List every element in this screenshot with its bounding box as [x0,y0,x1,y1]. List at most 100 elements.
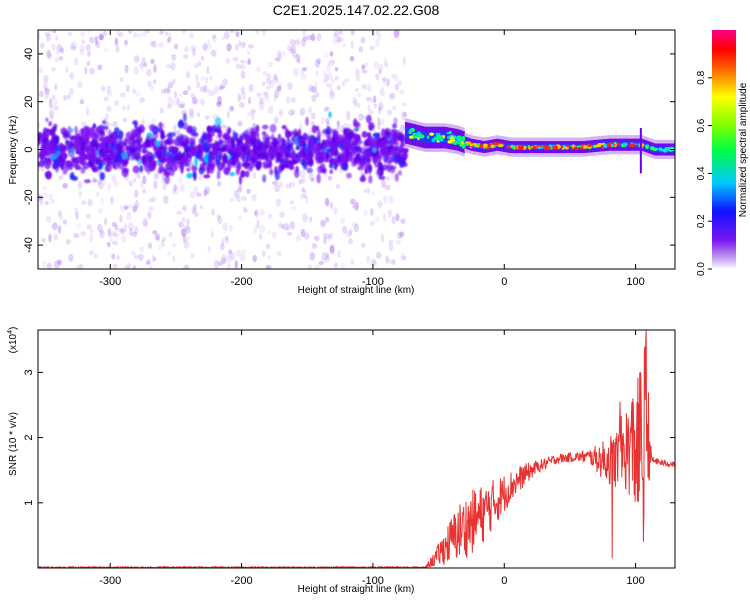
spectrogram-cell [275,76,279,83]
spectrogram-cell [141,155,147,164]
spectrogram-cell [394,173,399,182]
spectrogram-cell [85,213,91,219]
spectrogram-cell [183,225,190,231]
spectrogram-cell [259,209,265,216]
spectrogram-cell [302,161,308,170]
spectrogram-cell [185,72,191,80]
spectrogram-cell [329,169,333,174]
spectrogram-cell [267,105,274,115]
spectrogram-cell [166,37,171,44]
spectrogram-cell [350,30,355,36]
spectrogram-cell [132,32,138,38]
spectrogram-cell [309,35,316,41]
spectrogram-cell [70,45,77,51]
spectrogram-cell [166,104,173,109]
spectrogram-cell [170,99,177,107]
spectrogram-cell [266,230,272,235]
spectrogram-cell [59,47,65,54]
spectrogram-cell [356,93,362,98]
spectrogram-cell [146,120,150,129]
spectrogram-cell [365,96,372,102]
spectrogram-cell [373,61,380,70]
spectrogram-cell [81,200,87,206]
spectrogram-cell [392,123,398,129]
spectrogram-cell [80,96,84,104]
spectrogram-cell [391,73,397,80]
spectrogram-cell [79,100,85,105]
spectrogram-cell [99,129,106,138]
spectrogram-cell [96,191,100,197]
spectrogram-cell [395,212,400,222]
spectrogram-cell [254,225,258,230]
spectrogram-cell [226,254,232,264]
spectrogram-cell [287,45,293,51]
spectrogram-cell [285,96,291,104]
spectrogram-cell [66,94,71,100]
spectrogram-cell [353,156,360,165]
spectrogram-cell [236,138,242,145]
spectrogram-cell [325,106,331,111]
spectrogram-cell [234,30,240,38]
spectrogram-cell [213,128,221,133]
spectrogram-cell [617,142,620,146]
spectrogram-cell [629,143,633,146]
spectrogram-cell [178,221,184,228]
spectrogram-cell [266,138,270,147]
spectrogram-cell [221,253,227,263]
spectrogram-cell [235,32,240,38]
spectrogram-cell [341,262,346,269]
spectrogram-cell [102,180,108,186]
spectrogram-cell [160,88,166,94]
spectrogram-cell [132,265,136,269]
spectrogram-cell [43,192,48,199]
spectrogram-cell [240,59,245,64]
spectrogram-cell [318,261,324,266]
spectrogram-cell [87,127,95,136]
spectrogram-cell [186,85,192,92]
spectrogram-cell [388,257,392,265]
spectrogram-cell [322,232,327,238]
spectrogram-cell [517,145,522,150]
spectrogram-cell [181,139,189,147]
spectrogram-cell [151,117,156,124]
spectrogram-cell [102,30,107,36]
spectrogram-cell [182,113,187,122]
spectrogram-cell [152,65,158,74]
spectrogram-cell [294,169,300,178]
spectrogram-cell [152,40,158,49]
spectrogram-cell [324,52,330,59]
spectrogram-cell [320,219,327,228]
spectrogram-cell [389,92,396,100]
spectrogram-cell [237,93,242,102]
spectrogram-cell [329,87,334,95]
spectrogram-cell [63,133,70,138]
spectrogram-cell [141,56,147,66]
spectrogram-cell [272,180,279,186]
spectrogram-cell [250,108,256,115]
spectrogram-cell [144,139,151,148]
spectrogram-cell [47,145,52,151]
spectrogram-cell [206,65,210,75]
spectrogram-cell [391,259,396,265]
spectrogram-cell [207,131,215,137]
spectrogram-cell [338,30,344,36]
spectrogram-cell [102,125,109,130]
spectrogram-cell [85,44,91,52]
spectrogram-cell [476,142,481,147]
spectrogram-cell [276,145,284,151]
spectrogram-cell [141,30,147,37]
spectrogram-cell [392,106,397,111]
spectrogram-cell [363,209,368,217]
spectrogram-cell [255,124,260,133]
spectrogram-cell [391,135,397,145]
spectrogram-cell [113,121,118,127]
spectrogram-cell [273,73,278,81]
spectrogram-cell [43,127,51,138]
spectrogram-cell [326,120,331,129]
spectrogram-cell [229,30,235,34]
spectrogram-cell [68,253,74,262]
spectrogram-cell [190,44,197,52]
spectrogram-cell [237,216,243,221]
snr-panel: -300 -200 -100 0 100 1 2 3 Height of straight … [7,327,676,595]
spectrogram-cell [279,211,285,218]
